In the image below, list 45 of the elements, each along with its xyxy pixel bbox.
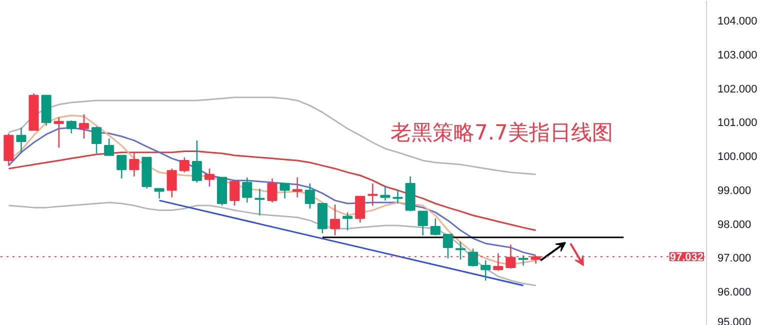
candlestick bbox=[455, 240, 466, 260]
y-tick-label: 98.000 bbox=[718, 218, 752, 231]
candlestick bbox=[16, 126, 26, 154]
y-tick-label: 104.000 bbox=[718, 15, 758, 28]
candlestick bbox=[78, 114, 89, 140]
candlestick bbox=[480, 260, 491, 282]
y-tick-label: 101.000 bbox=[718, 117, 758, 130]
y-tick-label: 96.000 bbox=[718, 286, 752, 299]
ref-line-label: 97.032 bbox=[670, 252, 704, 264]
candlestick bbox=[330, 204, 340, 236]
y-tick-label: 99.000 bbox=[718, 184, 752, 197]
candlestick bbox=[518, 254, 528, 266]
candlestick bbox=[267, 178, 278, 204]
candlestick bbox=[342, 212, 353, 231]
candlestick bbox=[418, 210, 428, 236]
candlestick bbox=[380, 184, 390, 202]
candlestick bbox=[430, 218, 440, 236]
candlestick bbox=[204, 168, 214, 188]
candlestick bbox=[154, 188, 164, 200]
candlestick bbox=[468, 248, 478, 268]
candlestick bbox=[66, 120, 76, 134]
y-tick-label: 100.000 bbox=[718, 151, 758, 164]
candlestick bbox=[192, 140, 202, 184]
candlestick bbox=[92, 126, 102, 154]
candlestick bbox=[179, 156, 190, 173]
candlestick bbox=[254, 188, 265, 216]
candlestick bbox=[280, 182, 290, 200]
candlestick bbox=[129, 152, 140, 177]
candlestick bbox=[166, 168, 177, 198]
candlestick bbox=[230, 180, 240, 206]
y-tick-label: 102.000 bbox=[718, 83, 758, 96]
candlestick bbox=[355, 196, 366, 224]
candlestick bbox=[368, 182, 378, 206]
line-series bbox=[8, 202, 537, 286]
candlestick bbox=[392, 189, 403, 204]
candlestick bbox=[54, 116, 64, 148]
candlestick bbox=[104, 138, 114, 156]
y-tick-label: 97.000 bbox=[718, 252, 752, 265]
text: 老黑策略7.7美指日线图 bbox=[390, 120, 613, 144]
candlestick bbox=[304, 182, 315, 210]
candlestick bbox=[242, 176, 252, 204]
candlestick bbox=[292, 176, 302, 198]
y-tick-label: 103.000 bbox=[718, 49, 758, 62]
candlestick bbox=[442, 234, 453, 259]
candlestick bbox=[116, 154, 127, 180]
